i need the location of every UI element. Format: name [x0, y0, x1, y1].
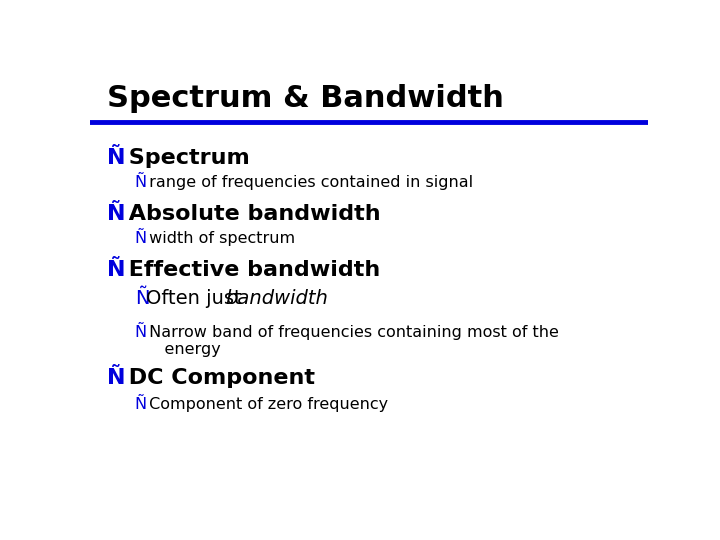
Text: Narrow band of frequencies containing most of the
    energy: Narrow band of frequencies containing mo…	[144, 325, 559, 357]
Text: Ñ: Ñ	[135, 288, 149, 307]
Text: Ñ: Ñ	[107, 204, 125, 224]
Text: Absolute bandwidth: Absolute bandwidth	[121, 204, 381, 224]
Text: bandwidth: bandwidth	[225, 288, 328, 307]
Text: Ñ: Ñ	[107, 368, 125, 388]
Text: range of frequencies contained in signal: range of frequencies contained in signal	[144, 175, 473, 190]
Text: Component of zero frequency: Component of zero frequency	[144, 397, 388, 413]
Text: DC Component: DC Component	[121, 368, 315, 388]
Text: Spectrum & Bandwidth: Spectrum & Bandwidth	[107, 84, 503, 112]
Text: Ñ: Ñ	[135, 175, 147, 190]
Text: Ñ: Ñ	[135, 397, 147, 413]
Text: Effective bandwidth: Effective bandwidth	[121, 260, 380, 280]
Text: width of spectrum: width of spectrum	[144, 231, 295, 246]
Text: Ñ: Ñ	[107, 148, 125, 168]
Text: Often just: Often just	[146, 288, 248, 307]
Text: Spectrum: Spectrum	[121, 148, 250, 168]
Text: Ñ: Ñ	[135, 231, 147, 246]
Text: Ñ: Ñ	[107, 260, 125, 280]
Text: Ñ: Ñ	[135, 325, 147, 340]
